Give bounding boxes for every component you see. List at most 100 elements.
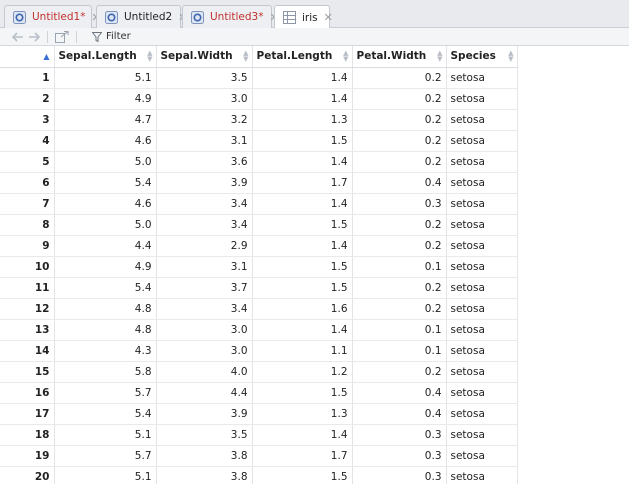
cell-petal-length: 1.6 [252, 298, 353, 320]
cell-sepal-width: 3.6 [156, 151, 253, 173]
table-row: 1 5.1 3.5 1.4 0.2 setosa [0, 67, 518, 89]
filter-label: Filter [106, 31, 131, 42]
sort-icon: ▲ ▼ [243, 49, 249, 63]
cell-petal-width: 0.2 [352, 151, 447, 173]
table-row: 20 5.1 3.8 1.5 0.3 setosa [0, 466, 518, 484]
cell-sepal-width: 3.7 [156, 277, 253, 299]
cell-petal-width: 0.3 [352, 193, 447, 215]
row-number: 1 [0, 67, 55, 89]
cell-sepal-width: 3.1 [156, 256, 253, 278]
cell-petal-length: 1.2 [252, 361, 353, 383]
cell-sepal-width: 3.2 [156, 109, 253, 131]
filter-icon [92, 31, 102, 42]
cell-petal-width: 0.4 [352, 403, 447, 425]
row-number: 6 [0, 172, 55, 194]
cell-sepal-length: 5.0 [54, 214, 157, 236]
sort-icon: ▲ ▼ [343, 49, 349, 63]
cell-petal-length: 1.4 [252, 67, 353, 89]
popout-window-icon[interactable] [53, 29, 71, 44]
cell-species: setosa [446, 277, 518, 299]
data-grid: ▲ Sepal.Length ▲ ▼ Sepal.Width ▲ ▼ Petal.Len… [0, 46, 629, 484]
cell-sepal-length: 5.0 [54, 151, 157, 173]
cell-petal-width: 0.2 [352, 109, 447, 131]
column-header-rownames[interactable]: ▲ [0, 46, 55, 68]
cell-petal-length: 1.5 [252, 214, 353, 236]
cell-petal-width: 0.1 [352, 256, 447, 278]
cell-species: setosa [446, 235, 518, 257]
table-row: 11 5.4 3.7 1.5 0.2 setosa [0, 277, 518, 299]
cell-petal-width: 0.2 [352, 67, 447, 89]
r-script-icon [191, 10, 204, 24]
cell-sepal-length: 5.4 [54, 277, 157, 299]
column-header-label: Petal.Length [256, 50, 333, 63]
toolbar-divider [47, 30, 48, 43]
row-number: 18 [0, 424, 55, 446]
table-row: 6 5.4 3.9 1.7 0.4 setosa [0, 172, 518, 194]
tab-untitled1[interactable]: Untitled1* ✕ [4, 5, 101, 28]
column-header-petal-width[interactable]: Petal.Width ▲ ▼ [352, 46, 447, 68]
sort-ascending-icon: ▲ [43, 52, 50, 62]
table-icon [283, 11, 296, 24]
cell-petal-length: 1.7 [252, 172, 353, 194]
cell-petal-length: 1.4 [252, 151, 353, 173]
close-icon[interactable]: ✕ [323, 11, 333, 24]
cell-petal-width: 0.2 [352, 361, 447, 383]
tab-label: Untitled3* [210, 11, 264, 23]
cell-sepal-length: 4.6 [54, 130, 157, 152]
cell-species: setosa [446, 256, 518, 278]
cell-sepal-width: 3.8 [156, 466, 253, 484]
cell-petal-width: 0.1 [352, 340, 447, 362]
table-row: 16 5.7 4.4 1.5 0.4 setosa [0, 382, 518, 404]
table-body: 1 5.1 3.5 1.4 0.2 setosa 2 4.9 3.0 1.4 0.2 setosa 3 4… [0, 67, 518, 484]
header-row: ▲ Sepal.Length ▲ ▼ Sepal.Width ▲ ▼ Petal.Len… [0, 46, 518, 68]
cell-species: setosa [446, 172, 518, 194]
cell-petal-length: 1.5 [252, 130, 353, 152]
cell-sepal-length: 4.9 [54, 256, 157, 278]
cell-petal-width: 0.4 [352, 172, 447, 194]
cell-species: setosa [446, 214, 518, 236]
cell-sepal-width: 3.4 [156, 193, 253, 215]
viewer-toolbar: Filter [0, 28, 629, 46]
cell-petal-width: 0.3 [352, 466, 447, 484]
cell-petal-length: 1.4 [252, 235, 353, 257]
cell-sepal-width: 3.4 [156, 214, 253, 236]
forward-icon[interactable] [26, 29, 42, 44]
cell-species: setosa [446, 130, 518, 152]
cell-petal-width: 0.2 [352, 214, 447, 236]
row-number: 3 [0, 109, 55, 131]
table-row: 4 4.6 3.1 1.5 0.2 setosa [0, 130, 518, 152]
row-number: 19 [0, 445, 55, 467]
tab-untitled2[interactable]: Untitled2 ✕ [96, 5, 187, 28]
tab-label: iris [302, 11, 318, 24]
cell-species: setosa [446, 67, 518, 89]
row-number: 12 [0, 298, 55, 320]
editor-tab-bar: Untitled1* ✕ Untitled2 ✕ Untitled3* ✕ ir… [0, 0, 629, 29]
cell-petal-length: 1.5 [252, 382, 353, 404]
tab-untitled3[interactable]: Untitled3* ✕ [182, 5, 279, 28]
back-icon[interactable] [10, 29, 26, 44]
table-row: 18 5.1 3.5 1.4 0.3 setosa [0, 424, 518, 446]
cell-species: setosa [446, 403, 518, 425]
column-header-sepal-length[interactable]: Sepal.Length ▲ ▼ [54, 46, 157, 68]
cell-petal-length: 1.3 [252, 403, 353, 425]
cell-petal-width: 0.3 [352, 424, 447, 446]
filter-button[interactable]: Filter [92, 31, 131, 42]
data-table: ▲ Sepal.Length ▲ ▼ Sepal.Width ▲ ▼ Petal.Len… [0, 46, 518, 484]
cell-sepal-length: 5.1 [54, 424, 157, 446]
cell-sepal-width: 3.1 [156, 130, 253, 152]
r-script-icon [105, 10, 118, 24]
cell-species: setosa [446, 424, 518, 446]
cell-species: setosa [446, 109, 518, 131]
cell-sepal-width: 3.5 [156, 67, 253, 89]
row-number: 5 [0, 151, 55, 173]
column-header-petal-length[interactable]: Petal.Length ▲ ▼ [252, 46, 353, 68]
column-header-species[interactable]: Species ▲ ▼ [446, 46, 518, 68]
column-header-label: Sepal.Length [58, 50, 137, 63]
cell-sepal-length: 4.8 [54, 298, 157, 320]
cell-petal-length: 1.4 [252, 88, 353, 110]
cell-sepal-width: 2.9 [156, 235, 253, 257]
column-header-sepal-width[interactable]: Sepal.Width ▲ ▼ [156, 46, 253, 68]
tab-iris[interactable]: iris ✕ [274, 5, 333, 29]
cell-species: setosa [446, 193, 518, 215]
row-number: 4 [0, 130, 55, 152]
